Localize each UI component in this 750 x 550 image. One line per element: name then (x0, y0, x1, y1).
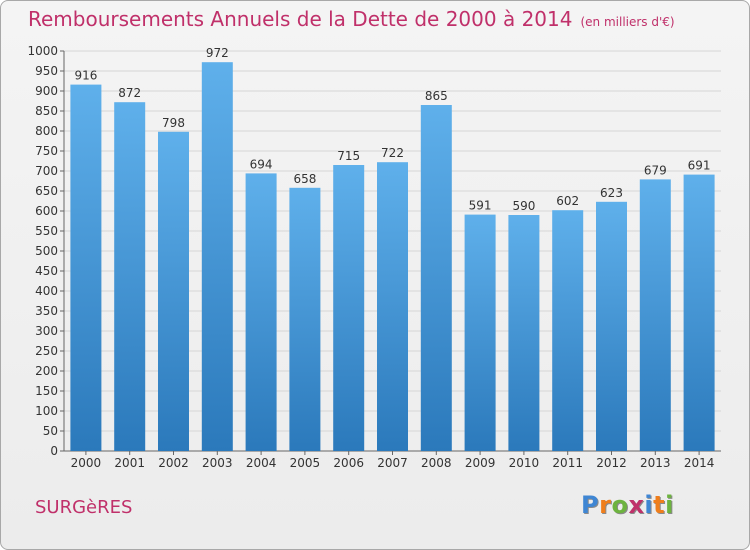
y-tick-label: 750 (35, 144, 58, 158)
x-tick-label: 2003 (202, 456, 233, 470)
x-tick-label: 2005 (290, 456, 321, 470)
bars (70, 62, 715, 452)
value-label: 715 (337, 149, 360, 163)
x-tick-label: 2012 (596, 456, 627, 470)
value-label: 658 (293, 172, 316, 186)
y-tick-label: 350 (35, 304, 58, 318)
value-label: 591 (469, 199, 492, 213)
y-tick-label: 100 (35, 404, 58, 418)
y-tick-label: 400 (35, 284, 58, 298)
value-label: 722 (381, 146, 404, 160)
value-label: 679 (644, 163, 667, 177)
y-tick-label: 1000 (27, 44, 58, 58)
logo-letter: x (628, 491, 645, 519)
value-label: 691 (688, 159, 711, 173)
y-tick-label: 550 (35, 224, 58, 238)
bar (158, 131, 189, 452)
x-tick-label: 2010 (509, 456, 540, 470)
bar (70, 84, 102, 451)
y-tick-label: 900 (35, 84, 58, 98)
chart-title: Remboursements Annuels de la Dette de 20… (28, 7, 573, 31)
y-tick-label: 300 (35, 324, 58, 338)
value-label: 972 (206, 46, 229, 60)
x-tick-label: 2001 (114, 456, 145, 470)
x-tick-label: 2008 (421, 456, 452, 470)
title-row: Remboursements Annuels de la Dette de 20… (28, 7, 675, 31)
bar (464, 214, 496, 451)
y-tick-label: 250 (35, 344, 58, 358)
bar (552, 210, 584, 451)
value-label: 694 (250, 157, 273, 171)
y-tick-label: 150 (35, 384, 58, 398)
bar (508, 215, 540, 451)
x-tick-label: 2004 (246, 456, 277, 470)
value-label: 916 (74, 69, 97, 83)
y-tick-label: 0 (50, 444, 58, 458)
bar (639, 179, 671, 451)
labels: 0 50 100 150 200 250 300 350 400 450 500 550 600 650 7… (27, 44, 714, 470)
bar (333, 165, 365, 451)
value-label: 865 (425, 89, 448, 103)
logo-letter: t (653, 491, 666, 519)
x-tick-label: 2013 (640, 456, 671, 470)
logo-letter: i (665, 491, 674, 519)
y-tick-label: 50 (43, 424, 58, 438)
value-label: 872 (118, 86, 141, 100)
logo-letter: P (581, 491, 600, 519)
bar (245, 173, 277, 451)
x-tick-label: 2002 (158, 456, 189, 470)
x-tick-label: 2014 (684, 456, 715, 470)
logo-letter: o (611, 491, 629, 519)
bar (596, 201, 627, 451)
proxiti-logo: Proxiti (581, 491, 674, 519)
y-tick-label: 600 (35, 204, 58, 218)
x-tick-label: 2007 (377, 456, 408, 470)
bar (420, 105, 452, 451)
x-tick-label: 2006 (333, 456, 364, 470)
y-tick-label: 200 (35, 364, 58, 378)
y-tick-label: 700 (35, 164, 58, 178)
y-tick-label: 800 (35, 124, 58, 138)
bar (201, 62, 233, 451)
value-label: 623 (600, 186, 623, 200)
x-tick-label: 2009 (465, 456, 496, 470)
commune-name: SURGèRES (35, 497, 133, 518)
y-tick-label: 850 (35, 104, 58, 118)
x-tick-label: 2000 (71, 456, 102, 470)
value-label: 590 (512, 199, 535, 213)
bar (114, 102, 146, 451)
x-tick-label: 2011 (552, 456, 583, 470)
y-tick-label: 450 (35, 264, 58, 278)
logo-letter: i (644, 491, 654, 519)
y-tick-label: 650 (35, 184, 58, 198)
y-tick-label: 950 (35, 64, 58, 78)
bar (289, 187, 321, 452)
bar (377, 162, 408, 451)
value-label: 602 (556, 194, 579, 208)
unit-label: (en milliers d'€) (580, 15, 675, 29)
value-label: 798 (162, 116, 185, 130)
y-tick-label: 500 (35, 244, 58, 258)
bar (683, 174, 715, 451)
logo-letter: r (599, 491, 612, 519)
